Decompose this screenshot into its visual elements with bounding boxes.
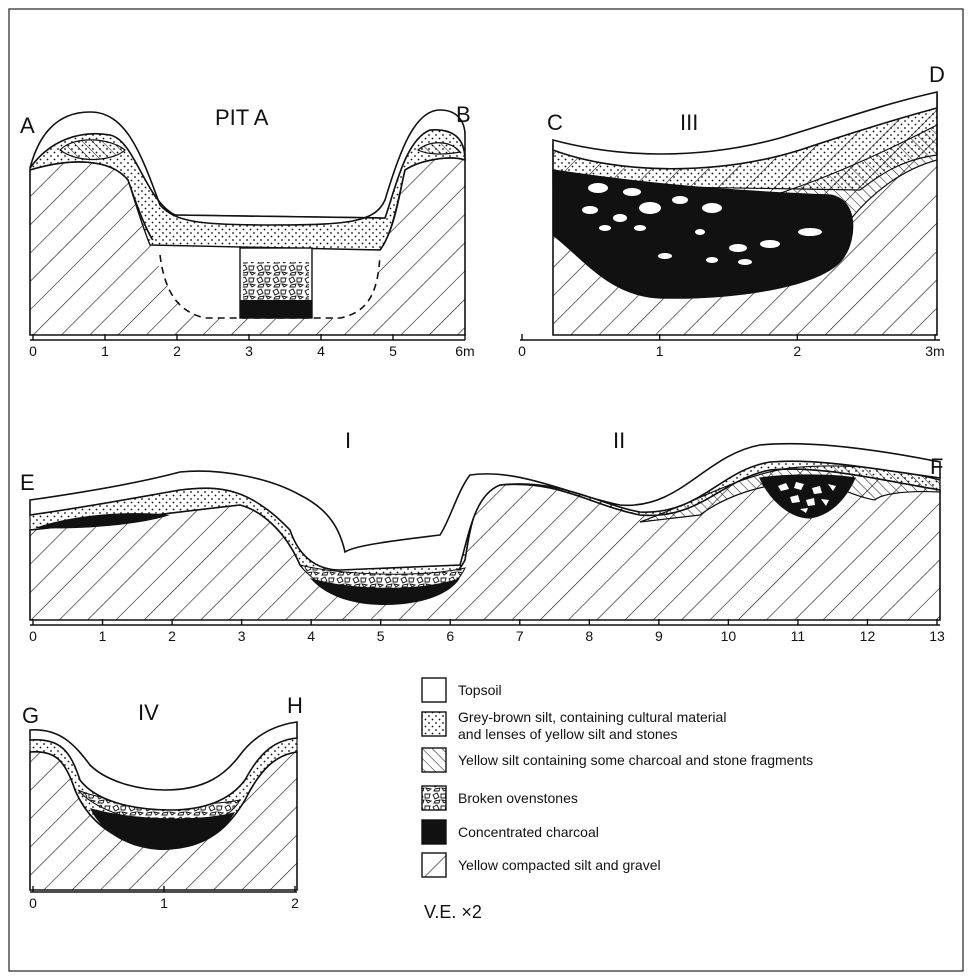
ef-tick-label: 13 [929,628,945,644]
pit-a-title: PIT A [215,105,269,130]
ef-tick-label: 5 [377,628,385,644]
legend-label-charcoal: Concentrated charcoal [458,824,599,840]
legend-swatch-ovenstones [421,785,447,811]
ef-tick-label: 1 [99,628,107,644]
ef-tick-label: 6 [446,628,454,644]
legend-label-topsoil: Topsoil [458,682,502,698]
pit-a-topsoil [29,109,466,226]
iv-title: IV [138,700,159,725]
section-iv: 0 1 2 G H IV [22,693,303,911]
pit-a-label-left: A [20,113,35,138]
legend-label-silt-2: and lenses of yellow silt and stones [458,726,677,742]
section-ef: 0 1 2 3 4 5 6 7 8 9 10 11 12 13 E F I II [20,428,945,644]
iii-title: III [680,110,698,135]
legend-swatch-topsoil [421,677,447,703]
legend-label-ovenstones: Broken ovenstones [458,790,578,806]
ef-label-left: E [20,470,35,495]
pit-a-tick-label: 0 [29,343,37,359]
legend: Topsoil Grey-brown silt, containing cult… [421,677,813,922]
legend-label-gravel: Yellow compacted silt and gravel [458,857,661,873]
iv-charcoal [90,808,235,850]
iii-tick-label: 1 [656,343,664,359]
ef-tick-label: 4 [307,628,315,644]
ef-title-i: I [345,428,351,453]
ef-title-ii: II [613,428,625,453]
legend-swatch-charcoal [421,819,447,845]
ef-tick-label: 2 [168,628,176,644]
legend-label-yellow-silt: Yellow silt containing some charcoal and… [458,752,813,768]
pit-a-label-right: B [456,102,471,127]
iii-topsoil [552,90,938,170]
ef-tick-label: 11 [791,628,806,644]
section-iii: 0 1 2 3m C D III [518,62,945,359]
iv-label-left: G [22,703,39,728]
pit-a-tick-label: 6m [455,343,474,359]
ef-tick-label: 8 [585,628,593,644]
iv-label-right: H [287,693,303,718]
iv-tick-label: 2 [291,895,299,911]
ef-tick-label: 12 [860,628,876,644]
pit-a-tick-label: 5 [389,343,397,359]
ef-charcoal-left [35,513,170,529]
pit-a-tick-label: 4 [317,343,325,359]
legend-label-silt: Grey-brown silt, containing cultural mat… [458,709,726,725]
ef-tick-label: 7 [516,628,524,644]
vertical-exaggeration: V.E. ×2 [424,902,482,922]
ef-tick-label: 0 [29,628,37,644]
outer-frame [8,8,964,972]
legend-swatch-yellow-silt [421,747,447,773]
pit-a-tick-label: 2 [173,343,181,359]
ef-tick-label: 10 [721,628,737,644]
ef-tick-label: 3 [238,628,246,644]
legend-swatch-gravel [421,852,447,878]
ef-topsoil [29,442,941,571]
ef-charcoal-i [310,578,460,605]
iii-tick-label: 0 [518,343,526,359]
iv-topsoil [29,721,298,811]
iv-tick-label: 0 [29,895,37,911]
section-pit-a: 0 1 2 3 4 5 6m A B PIT A [20,102,475,359]
iv-tick-label: 1 [160,895,168,911]
iii-label-left: C [547,110,563,135]
pit-a-tick-label: 1 [101,343,109,359]
iii-tick-label: 3m [925,343,944,359]
ef-label-right: F [930,454,943,479]
iii-tick-label: 2 [793,343,801,359]
ef-tick-label: 9 [655,628,663,644]
iii-label-right: D [929,62,945,87]
pit-a-tick-label: 3 [245,343,253,359]
legend-swatch-silt [421,711,447,737]
